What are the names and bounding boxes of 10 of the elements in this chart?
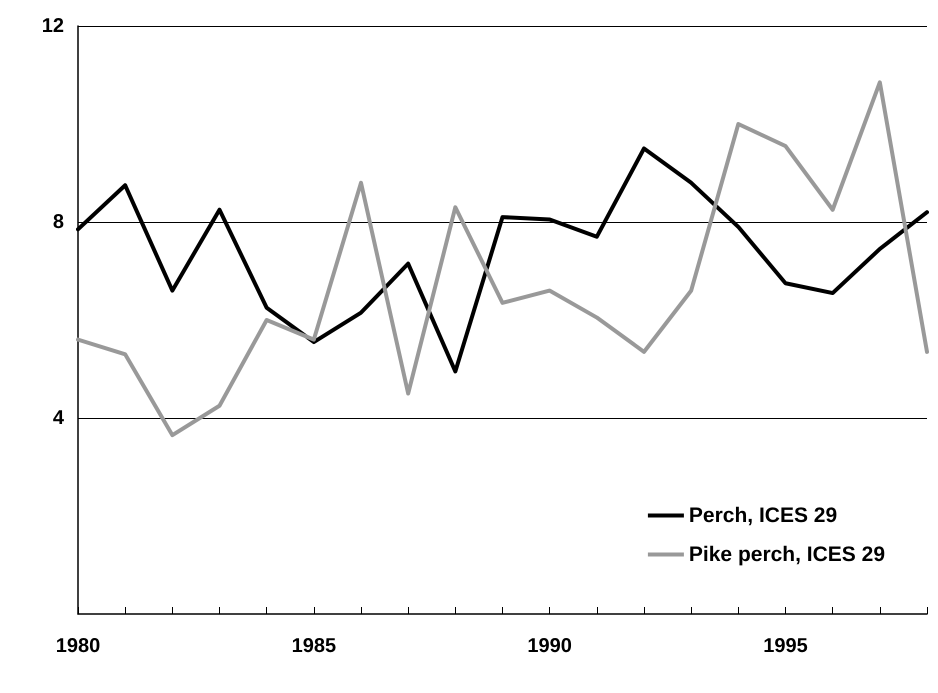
y-tick-label: 12 [42,15,64,37]
legend-label: Perch, ICES 29 [688,504,838,527]
x-tick-label: 1985 [292,635,336,657]
y-tick-label: 8 [52,211,64,233]
legend-label: Pike perch, ICES 29 [688,543,886,566]
x-tick-label: 1980 [56,635,100,657]
line-series [76,80,929,438]
x-tick-label: 1995 [763,635,808,657]
x-tick-label: 1990 [527,635,572,657]
y-tick-label: 4 [52,407,65,429]
